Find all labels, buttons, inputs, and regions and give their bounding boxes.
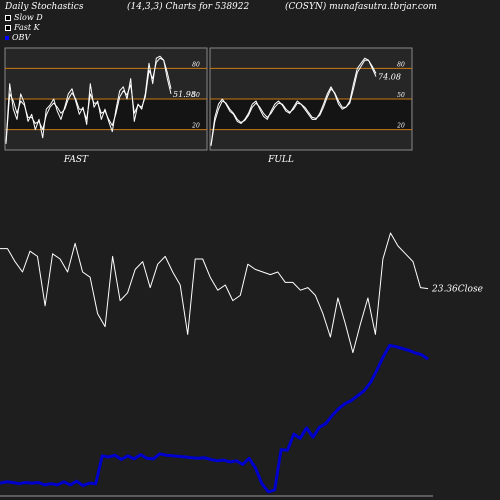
chart-header-title: Daily Stochastics [5,2,84,12]
full-mid-band [211,99,411,130]
full-tick-label-50: 50 [397,92,405,99]
legend-swatch-obv [5,36,9,40]
full-panel-title: FULL [267,155,294,165]
fast-series-line-2 [5,57,172,144]
close-last-value-label: 23.36Close [431,285,483,295]
full-tick-label-80: 80 [397,61,405,68]
legend-label-slow-d: Slow D [14,13,43,22]
close-last-value: 23.36 [431,285,458,295]
fast-tick-label-80: 80 [192,61,200,68]
legend-item-slow-d: Slow D [5,13,43,22]
fast-tick-label-50: 50 [192,92,200,99]
close-price-line [0,232,429,354]
chart-header-source: (COSYN) munafasutra.tbrjar.com [285,2,437,12]
legend-label-obv: OBV [12,33,31,42]
fast-last-value-label: 51.98 [173,90,196,99]
full-last-value-label: 74.08 [378,73,401,82]
full-series-line-2 [210,59,377,146]
legend-item-fast-k: Fast K [5,23,40,32]
close-last-value-suffix: Close [458,285,483,295]
legend-label-fast-k: Fast K [14,23,40,32]
fast-panel-title: FAST [63,155,89,165]
legend-swatch-fast-k [5,25,11,31]
full-tick-label-20: 20 [396,123,405,130]
obv-line [0,343,429,494]
legend-swatch-slow-d [5,15,11,21]
full-series-line-1 [210,57,377,145]
chart-header-params: (14,3,3) Charts for 538922 [127,2,250,12]
legend-item-obv: OBV [5,33,30,42]
fast-tick-label-20: 20 [191,123,200,130]
